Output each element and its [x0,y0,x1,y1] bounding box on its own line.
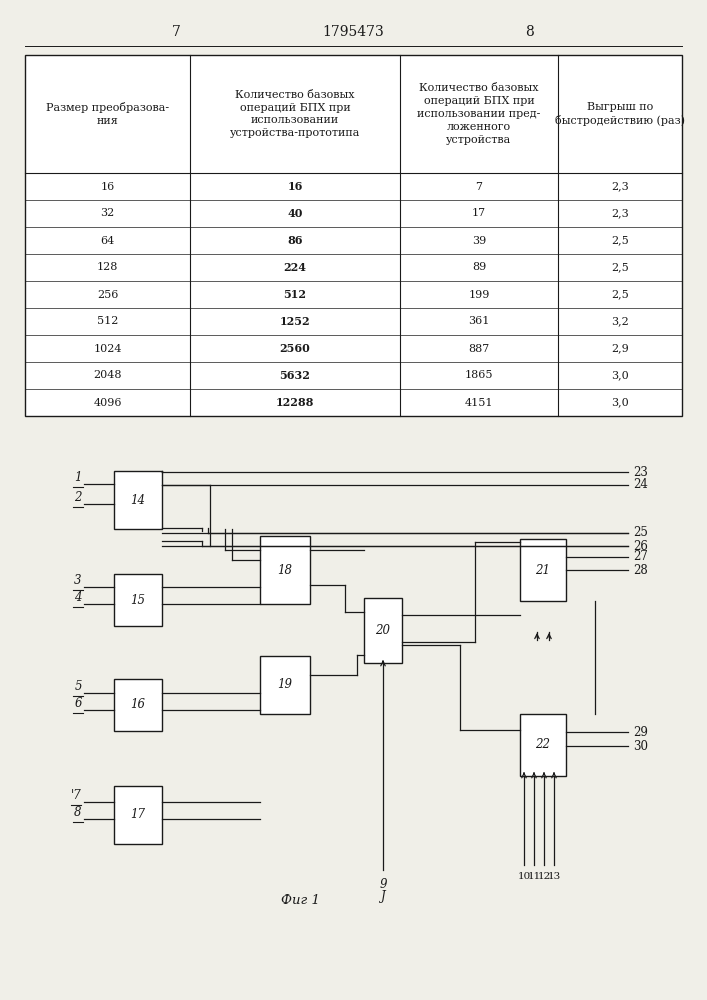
Text: 2,5: 2,5 [611,262,629,272]
Text: Выгрыш по
быстродействию (раз): Выгрыш по быстродействию (раз) [555,102,685,126]
Text: 8: 8 [525,25,534,39]
Bar [114,786,162,844]
Text: 14: 14 [131,493,146,506]
Text: 13: 13 [547,872,561,881]
Text: J: J [380,890,385,903]
Text: 10: 10 [518,872,531,881]
Text: 2,9: 2,9 [611,344,629,354]
Text: 26: 26 [633,540,648,552]
Text: Количество базовых
операций БПХ при
использовании пред-
ложенного
устройства: Количество базовых операций БПХ при испо… [417,83,541,145]
Text: 16: 16 [100,182,115,192]
Text: 512: 512 [97,316,118,326]
Bar [25,55,682,416]
Text: 1: 1 [74,471,82,484]
Text: 2: 2 [74,491,82,504]
Text: 887: 887 [468,344,490,354]
Text: 6: 6 [74,697,82,710]
Text: 2,5: 2,5 [611,290,629,300]
Text: 2048: 2048 [93,370,122,380]
Text: 9: 9 [379,878,387,891]
Text: 21: 21 [535,564,551,576]
Bar [114,679,162,731]
Text: 25: 25 [633,526,648,540]
Bar [520,714,566,776]
Text: 7: 7 [172,25,180,39]
Text: 23: 23 [633,466,648,479]
Text: Количество базовых
операций БПХ при
использовании
устройства-прототипа: Количество базовых операций БПХ при испо… [230,90,360,138]
Bar [260,656,310,714]
Text: 128: 128 [97,262,118,272]
Text: 7: 7 [476,182,482,192]
Bar [520,539,566,601]
Text: 2,5: 2,5 [611,235,629,245]
Text: 17: 17 [131,808,146,822]
Text: 64: 64 [100,235,115,245]
Text: 28: 28 [633,564,648,576]
Text: 12: 12 [537,872,551,881]
Text: 1865: 1865 [464,370,493,380]
Text: 11: 11 [527,872,541,881]
Text: 40: 40 [287,208,303,219]
Text: 361: 361 [468,316,490,326]
Text: 18: 18 [278,564,293,576]
Text: 15: 15 [131,593,146,606]
Bar [364,597,402,662]
Text: '7: '7 [71,789,81,802]
Text: 512: 512 [284,289,307,300]
Text: 22: 22 [535,738,551,752]
Text: 39: 39 [472,235,486,245]
Text: 3,2: 3,2 [611,316,629,326]
Text: 3,0: 3,0 [611,370,629,380]
Text: 1252: 1252 [280,316,310,327]
Text: 20: 20 [375,624,390,637]
Text: 89: 89 [472,262,486,272]
Text: Фиг 1: Фиг 1 [281,894,320,906]
Text: 24: 24 [633,479,648,491]
Bar [114,574,162,626]
Text: 29: 29 [633,726,648,738]
Text: 12288: 12288 [276,397,314,408]
Text: 1024: 1024 [93,344,122,354]
Text: 4: 4 [74,591,82,604]
Text: 4151: 4151 [464,397,493,408]
Text: 5: 5 [74,680,82,693]
Text: 27: 27 [633,550,648,564]
Text: 2,3: 2,3 [611,182,629,192]
Text: 199: 199 [468,290,490,300]
Bar [260,536,310,604]
Text: 32: 32 [100,209,115,219]
Bar [114,471,162,529]
Text: 16: 16 [287,181,303,192]
Text: 3: 3 [74,574,82,587]
Text: Размер преобразова-
ния: Размер преобразова- ния [46,102,169,126]
Text: 86: 86 [287,235,303,246]
Text: 2,3: 2,3 [611,209,629,219]
Text: 5632: 5632 [279,370,310,381]
Text: 16: 16 [131,698,146,712]
Text: 224: 224 [284,262,307,273]
Text: 3,0: 3,0 [611,397,629,408]
Text: 1795473: 1795473 [322,25,384,39]
Text: 30: 30 [633,740,648,752]
Text: 17: 17 [472,209,486,219]
Text: 8: 8 [74,806,82,819]
Text: 19: 19 [278,678,293,692]
Text: 4096: 4096 [93,397,122,408]
Text: 2560: 2560 [280,343,310,354]
Text: 256: 256 [97,290,118,300]
